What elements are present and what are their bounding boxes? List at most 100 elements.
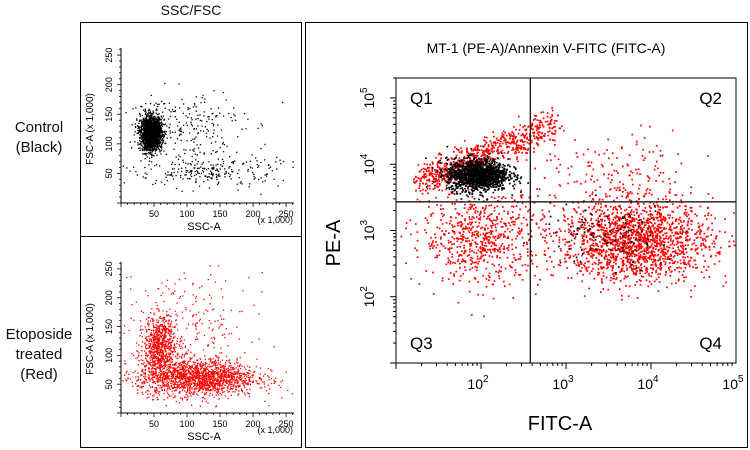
etoposide-point (227, 367, 229, 370)
etoposide-point (147, 354, 149, 356)
control-point (154, 123, 157, 126)
etoposide-point (164, 363, 166, 365)
control-point (179, 107, 181, 109)
control-point (146, 153, 148, 155)
etoposide-point (259, 377, 261, 379)
etoposide-point (210, 373, 212, 375)
control-point (212, 149, 214, 152)
etoposide-point (204, 397, 206, 400)
etoposide-point (198, 389, 200, 391)
etoposide-point (156, 346, 158, 349)
etoposide-point (175, 377, 177, 380)
control-point (254, 177, 256, 179)
etoposide-point (152, 344, 154, 347)
etoposide-point (287, 389, 289, 392)
etoposide-point (196, 366, 199, 368)
etoposide-point (149, 357, 151, 359)
etoposide-point (159, 358, 161, 360)
etoposide-point (221, 372, 223, 374)
etoposide-point (179, 380, 181, 382)
etoposide-point (171, 361, 173, 363)
etoposide-point (160, 331, 163, 334)
control-point (151, 115, 153, 117)
etoposide-point (184, 367, 187, 369)
etoposide-point (178, 278, 180, 281)
etoposide-point (194, 383, 196, 385)
etoposide-point (234, 372, 236, 375)
etoposide-point (233, 380, 236, 382)
etoposide-point (233, 368, 235, 370)
etoposide-point (204, 367, 207, 370)
etoposide-point (244, 394, 246, 396)
etoposide-point (193, 392, 195, 394)
control-point (153, 138, 155, 141)
etoposide-point (212, 375, 215, 378)
control-point (187, 108, 189, 111)
control-point (158, 103, 160, 105)
control-point (190, 117, 192, 119)
etoposide-point (180, 377, 182, 379)
etoposide-point (153, 376, 155, 378)
control-point (235, 119, 237, 122)
control-point (160, 135, 162, 138)
etoposide-point (217, 394, 220, 396)
control-point (216, 183, 219, 186)
etoposide-point (141, 385, 143, 388)
etoposide-point (206, 368, 208, 370)
etoposide-point (221, 369, 224, 372)
control-point (155, 129, 157, 132)
control-point (152, 154, 155, 157)
control-point (151, 141, 153, 143)
etoposide-point (152, 365, 155, 367)
etoposide-point (169, 360, 171, 362)
etoposide-point (144, 376, 147, 378)
etoposide-point (281, 379, 284, 382)
control-point (144, 141, 147, 143)
etoposide-point (203, 313, 205, 315)
control-point (169, 174, 172, 176)
etoposide-point (158, 333, 160, 335)
control-point (170, 174, 172, 176)
etoposide-point (145, 345, 147, 347)
etoposide-point (190, 383, 193, 386)
etoposide-point (143, 350, 146, 352)
etoposide-point (201, 379, 203, 382)
etoposide-point (189, 387, 191, 389)
etoposide-point (227, 374, 229, 376)
etoposide-point (194, 380, 197, 382)
control-point (161, 133, 163, 135)
control-point (205, 132, 208, 134)
control-point (158, 140, 160, 142)
control-point (150, 136, 153, 139)
control-point (156, 139, 158, 141)
etoposide-point (152, 323, 154, 325)
etoposide-point (150, 332, 152, 334)
etoposide-point (212, 388, 214, 390)
etoposide-point (268, 376, 270, 378)
etoposide-point (181, 368, 183, 370)
control-point (149, 102, 152, 105)
etoposide-point (190, 376, 192, 379)
control-point (147, 144, 149, 146)
etoposide-point (173, 343, 176, 345)
control-point (184, 152, 186, 155)
control-point (148, 131, 150, 133)
etoposide-point (165, 310, 168, 313)
control-point (146, 128, 148, 131)
etoposide-point (183, 377, 186, 379)
etoposide-point (174, 336, 176, 338)
etoposide-point (176, 352, 179, 355)
etoposide-point (150, 347, 152, 350)
control-point (241, 183, 243, 185)
control-point (208, 176, 211, 178)
etoposide-point (195, 383, 197, 385)
etoposide-point (249, 370, 251, 372)
control-point (178, 134, 181, 137)
control-point (150, 127, 152, 129)
etoposide-point (178, 376, 181, 378)
etoposide-point (162, 368, 164, 370)
etoposide-point (165, 381, 167, 384)
control-point (151, 140, 154, 142)
etoposide-point (190, 391, 193, 393)
etoposide-point (157, 340, 159, 342)
